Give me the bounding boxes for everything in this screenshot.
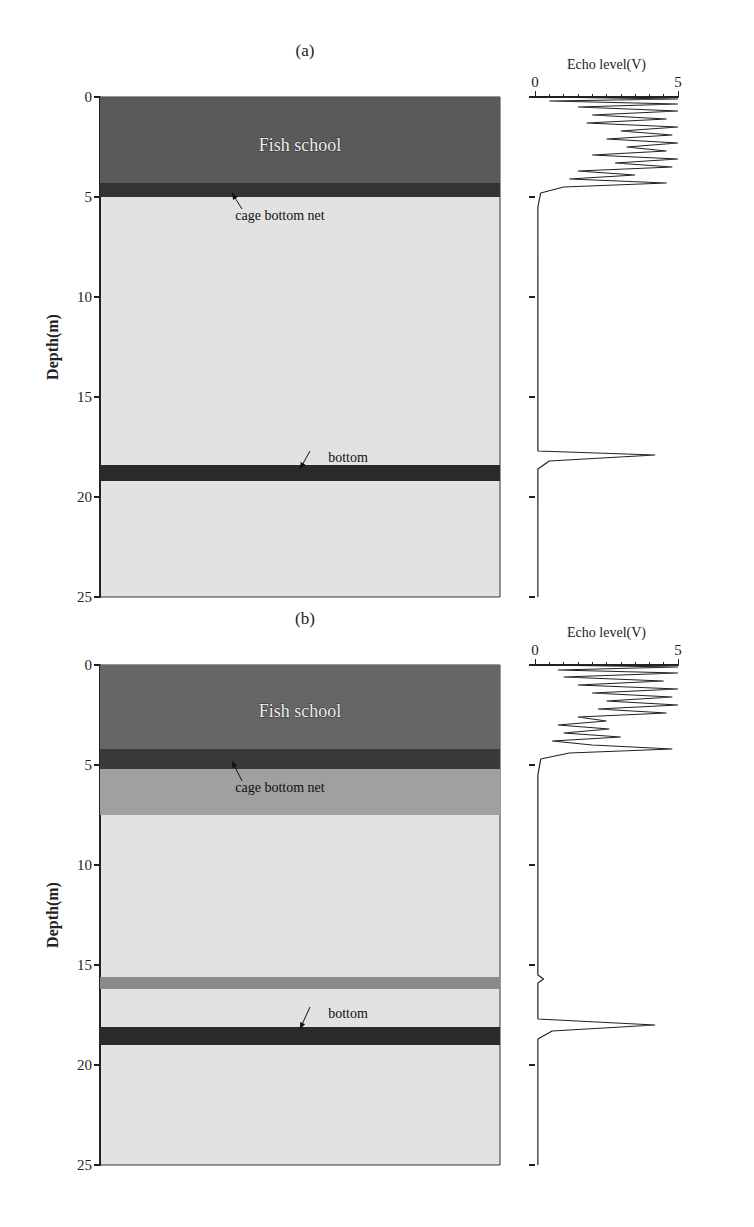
svg-text:0: 0 — [85, 657, 93, 673]
svg-text:5: 5 — [674, 74, 682, 90]
svg-text:Depth(m): Depth(m) — [44, 882, 62, 948]
svg-text:10: 10 — [77, 289, 92, 305]
svg-text:5: 5 — [85, 757, 93, 773]
svg-text:25: 25 — [77, 1157, 92, 1173]
svg-text:20: 20 — [77, 1057, 92, 1073]
svg-text:cage bottom net: cage bottom net — [235, 208, 325, 223]
svg-text:Echo level(V): Echo level(V) — [567, 625, 646, 641]
svg-text:15: 15 — [77, 389, 92, 405]
svg-text:20: 20 — [77, 489, 92, 505]
svg-text:Fish school: Fish school — [259, 701, 342, 721]
svg-text:(a): (a) — [296, 41, 315, 60]
svg-text:0: 0 — [531, 74, 539, 90]
svg-text:0: 0 — [85, 89, 93, 105]
svg-text:15: 15 — [77, 957, 92, 973]
svg-text:cage bottom net: cage bottom net — [235, 780, 325, 795]
svg-text:Fish school: Fish school — [259, 135, 342, 155]
svg-text:bottom: bottom — [328, 1006, 368, 1021]
svg-text:25: 25 — [77, 589, 92, 605]
svg-text:(b): (b) — [295, 609, 315, 628]
svg-text:bottom: bottom — [328, 450, 368, 465]
svg-text:Depth(m): Depth(m) — [44, 314, 62, 380]
svg-text:5: 5 — [85, 189, 93, 205]
svg-text:Echo level(V): Echo level(V) — [567, 57, 646, 73]
svg-text:10: 10 — [77, 857, 92, 873]
svg-text:0: 0 — [531, 642, 539, 658]
svg-text:5: 5 — [674, 642, 682, 658]
